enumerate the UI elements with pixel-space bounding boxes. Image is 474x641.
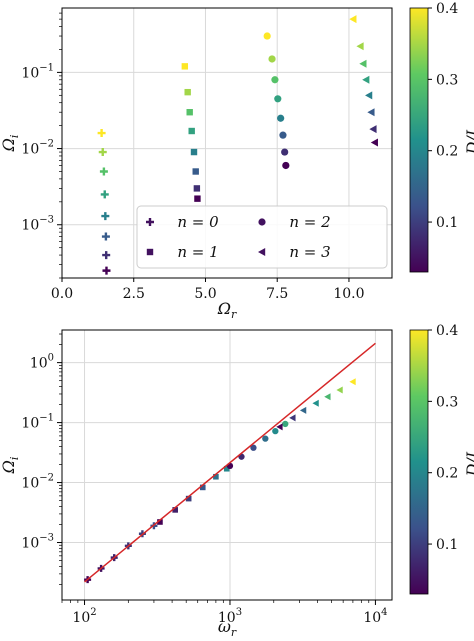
legend-label: n = 0 [177, 213, 219, 231]
colorbar-label: D/L [463, 126, 474, 156]
circle-marker [263, 32, 271, 40]
square-marker [181, 63, 189, 70]
y-tick-label: 10−3 [21, 215, 54, 234]
square-marker [186, 109, 193, 116]
x-tick-label: 2.5 [123, 286, 145, 302]
colorbar-tick-label: 0.4 [436, 323, 458, 339]
y-axis-label: Ωi [0, 457, 21, 475]
colorbar-tick-label: 0.1 [436, 537, 458, 553]
circle-marker [279, 131, 287, 139]
legend-frame [136, 205, 388, 269]
triangle-marker [349, 15, 357, 24]
plus-marker [102, 251, 111, 260]
circle-marker [281, 148, 289, 156]
triangle-marker [299, 406, 307, 414]
y-tick-label: 10−2 [21, 473, 54, 492]
circle-marker [282, 420, 289, 428]
square-marker [193, 185, 201, 192]
square-marker [194, 195, 201, 202]
triangle-marker [289, 414, 296, 422]
colorbar-label: D/L [463, 448, 474, 478]
circle-marker [272, 427, 279, 435]
square-marker [223, 465, 230, 472]
square-marker [146, 248, 154, 256]
plus-marker [98, 148, 107, 157]
triangle-marker [258, 248, 266, 256]
circle-marker [282, 161, 290, 170]
plus-marker [101, 212, 110, 221]
legend-label: n = 1 [177, 243, 218, 261]
colorbar-tick-label: 0.1 [436, 215, 458, 231]
triangle-marker [370, 138, 378, 147]
circle-marker [277, 114, 285, 122]
colorbar-tick-label: 0.3 [436, 394, 458, 410]
y-tick-label: 10−1 [21, 62, 54, 81]
y-tick-label: 10−1 [21, 413, 54, 432]
circle-marker [258, 218, 266, 226]
x-tick-label: 103 [218, 607, 242, 626]
circle-marker [250, 444, 257, 451]
triangle-marker [324, 393, 331, 401]
triangle-marker [276, 423, 283, 431]
x-tick-label: 7.5 [266, 286, 288, 302]
circle-marker [274, 95, 282, 103]
x-tick-label: 104 [363, 607, 387, 626]
plot-frame [61, 329, 393, 601]
plus-marker [100, 190, 109, 199]
square-marker [192, 168, 199, 175]
colorbar-tick-label: 0.4 [436, 1, 458, 17]
x-axis-label: ωr [218, 617, 237, 639]
plus-marker [99, 167, 108, 176]
x-axis-label: Ωr [217, 299, 237, 321]
colorbar [409, 329, 429, 595]
square-marker [213, 473, 219, 480]
x-tick-label: 102 [72, 607, 96, 626]
y-axis-label: Ωi [0, 135, 21, 153]
x-tick-label: 5.0 [194, 286, 216, 302]
legend-label: n = 2 [289, 213, 330, 231]
circle-marker [271, 76, 279, 84]
plot-frame [61, 7, 393, 279]
triangle-marker [359, 59, 367, 68]
triangle-marker [362, 75, 370, 84]
fit-line [84, 342, 376, 583]
square-marker [172, 507, 178, 513]
plus-marker [146, 218, 154, 226]
colorbar-tick-label: 0.3 [436, 72, 458, 88]
plus-marker [97, 129, 106, 138]
triangle-marker [367, 108, 375, 117]
bottom-panel: 102 103 104 100 10−1 10−2 10−3 ωr Ωi 0.1 0.2 0.3 0.4… [0, 323, 474, 639]
y-tick-label: 10−2 [21, 139, 54, 158]
triangle-marker [369, 125, 377, 134]
square-marker [185, 495, 192, 502]
square-marker [199, 484, 206, 491]
x-tick-label: 0.0 [51, 286, 73, 302]
circle-marker [268, 55, 276, 63]
triangle-marker [356, 42, 364, 51]
legend-label: n = 3 [289, 243, 330, 261]
circle-marker [262, 435, 269, 442]
plus-marker [102, 266, 111, 275]
colorbar-tick-label: 0.2 [436, 466, 458, 482]
colorbar [409, 7, 429, 273]
triangle-marker [365, 91, 373, 100]
square-marker [157, 519, 163, 525]
x-tick-label: 10.0 [333, 286, 364, 302]
triangle-marker [312, 399, 319, 407]
triangle-marker [349, 378, 356, 386]
plus-marker [101, 232, 110, 241]
square-marker [184, 88, 191, 96]
y-tick-label: 100 [30, 353, 54, 372]
y-tick-label: 10−3 [21, 533, 54, 552]
legend: n = 0 n = 1 n = 2 n = 3 [136, 205, 388, 269]
colorbar-tick-label: 0.2 [436, 144, 458, 160]
square-marker [190, 148, 198, 156]
square-marker [188, 127, 195, 135]
triangle-marker [336, 386, 343, 394]
